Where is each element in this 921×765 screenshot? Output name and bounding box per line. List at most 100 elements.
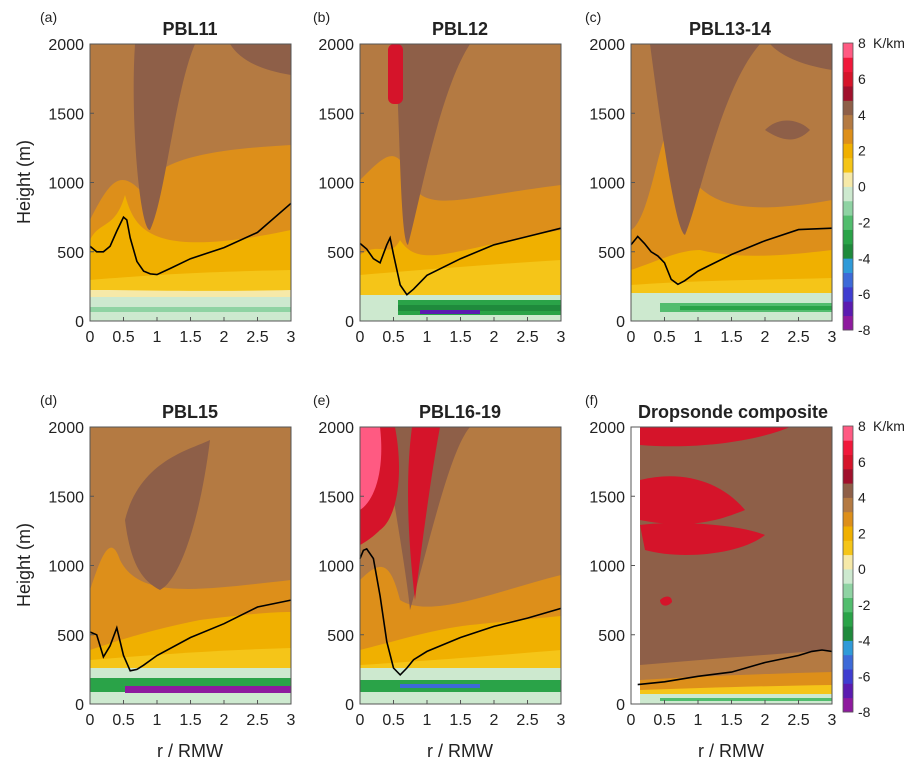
x-tick-label: 1	[153, 329, 162, 346]
y-tick-label: 2000	[48, 37, 84, 54]
y-tick-label: 1000	[48, 176, 84, 193]
colorbar-swatch	[843, 215, 853, 230]
panel-label: (b)	[313, 9, 330, 25]
y-tick-label: 500	[327, 628, 354, 645]
panel-f: (f) Dropsonde composite 0 0.5 1 1.5 2 2.5 3 0 5…	[585, 392, 837, 729]
x-tick-label: 3	[557, 712, 566, 729]
x-tick-label: 0.5	[653, 712, 675, 729]
pbl-line-path	[630, 227, 833, 286]
x-tick-label: 0.5	[382, 712, 404, 729]
colorbar-tick-label: 2	[858, 143, 866, 159]
x-tick-label: 2	[761, 329, 770, 346]
colorbar-swatch	[843, 114, 853, 130]
x-tick-label: 2.5	[787, 329, 809, 346]
y-axis-ticks: 0 500 1000 1500 2000	[48, 420, 94, 714]
contour-field	[360, 427, 561, 704]
y-axis-label-bottom: Height (m)	[14, 523, 34, 607]
x-axis-ticks: 0 0.5 1 1.5 2 2.5 3	[86, 317, 296, 346]
panel-label: (f)	[585, 392, 598, 408]
panel-title: PBL15	[162, 402, 218, 422]
contour-field	[90, 427, 291, 704]
y-tick-label: 1500	[318, 106, 354, 123]
x-tick-label: 0.5	[112, 712, 134, 729]
x-tick-label: 3	[287, 712, 296, 729]
colorbar-unit: K/km	[873, 418, 905, 434]
colorbar-swatch	[843, 100, 853, 116]
x-tick-label: 1	[694, 712, 703, 729]
x-axis-ticks: 0 0.5 1 1.5 2 2.5 3	[627, 700, 837, 729]
panel-title: PBL16-19	[419, 402, 501, 422]
y-tick-label: 0	[75, 314, 84, 331]
colorbar-swatch	[843, 697, 853, 713]
panel-title: PBL11	[162, 19, 217, 39]
panel-a: (a) PBL11 0 0.5 1 1.5 2 2.5 3 0 500 1000 1500 2000	[40, 9, 296, 346]
panel-title: Dropsonde composite	[638, 402, 828, 422]
y-tick-label: 1000	[589, 559, 625, 576]
colorbar-tick-label: 6	[858, 71, 866, 87]
colorbar-tick-label: -4	[858, 633, 871, 649]
colorbar-tick-label: 2	[858, 525, 866, 541]
pbl-line-path	[89, 599, 292, 672]
x-tick-label: 3	[828, 329, 837, 346]
y-tick-label: 500	[57, 245, 84, 262]
colorbar-tick-label: 4	[858, 490, 866, 506]
x-axis-ticks: 0 0.5 1 1.5 2 2.5 3	[356, 700, 566, 729]
y-tick-label: 1000	[589, 176, 625, 193]
y-tick-label: 500	[57, 628, 84, 645]
colorbar-swatch	[843, 229, 853, 245]
colorbar-tick-label: -2	[858, 597, 871, 613]
x-tick-label: 3	[287, 329, 296, 346]
x-tick-label: 1	[153, 712, 162, 729]
colorbar-swatch	[843, 43, 853, 58]
x-tick-label: 0	[627, 712, 636, 729]
colorbar-swatch	[843, 157, 853, 173]
colorbar-swatch	[843, 640, 853, 656]
y-tick-label: 0	[345, 697, 354, 714]
x-tick-label: 1	[694, 329, 703, 346]
x-tick-label: 0	[356, 329, 365, 346]
pbl-height-line	[630, 227, 833, 286]
y-tick-label: 2000	[48, 420, 84, 437]
y-tick-label: 1000	[318, 559, 354, 576]
pbl-height-line	[637, 649, 833, 686]
colorbar-tick-label: -2	[858, 214, 871, 230]
colorbar-swatch	[843, 301, 853, 317]
colorbar-tick-label: -8	[858, 704, 871, 720]
y-tick-label: 500	[598, 628, 625, 645]
y-tick-label: 2000	[318, 37, 354, 54]
colorbar-swatch	[843, 200, 853, 216]
y-tick-label: 1500	[48, 106, 84, 123]
pbl-height-line	[89, 202, 292, 276]
x-tick-label: 1	[423, 712, 432, 729]
y-tick-label: 1500	[318, 489, 354, 506]
x-tick-label: 1.5	[449, 712, 471, 729]
colorbar-swatch	[843, 569, 853, 584]
colorbar-swatch	[843, 272, 853, 288]
x-axis-ticks: 0 0.5 1 1.5 2 2.5 3	[86, 700, 296, 729]
colorbar-swatch	[843, 315, 853, 331]
pbl-height-line	[359, 227, 562, 296]
colorbar-frame	[842, 425, 854, 713]
colorbar-tick-label: 8	[858, 418, 866, 434]
x-tick-label: 2.5	[787, 712, 809, 729]
colorbar-bottom: 8 6 4 2 0 -2 -4 -6 -8 K/km	[842, 418, 905, 720]
x-tick-label: 1.5	[179, 712, 201, 729]
colorbar-swatch	[843, 143, 853, 159]
pbl-line-path	[637, 649, 833, 686]
colorbar-swatch	[843, 540, 853, 556]
y-tick-label: 500	[327, 245, 354, 262]
y-tick-label: 0	[345, 314, 354, 331]
colorbar-swatch	[843, 186, 853, 202]
x-tick-label: 0	[86, 329, 95, 346]
y-axis-label-top: Height (m)	[14, 140, 34, 224]
colorbar-swatch	[843, 468, 853, 484]
colorbar-tick-label: 4	[858, 107, 866, 123]
x-tick-label: 3	[828, 712, 837, 729]
colorbar-tick-label: -6	[858, 286, 871, 302]
y-axis-ticks: 0 500 1000 1500 2000	[589, 37, 635, 331]
y-tick-label: 1000	[48, 559, 84, 576]
colorbar-swatch	[843, 258, 853, 273]
x-tick-label: 0	[356, 712, 365, 729]
y-axis-ticks: 0 500 1000 1500 2000	[48, 37, 94, 331]
